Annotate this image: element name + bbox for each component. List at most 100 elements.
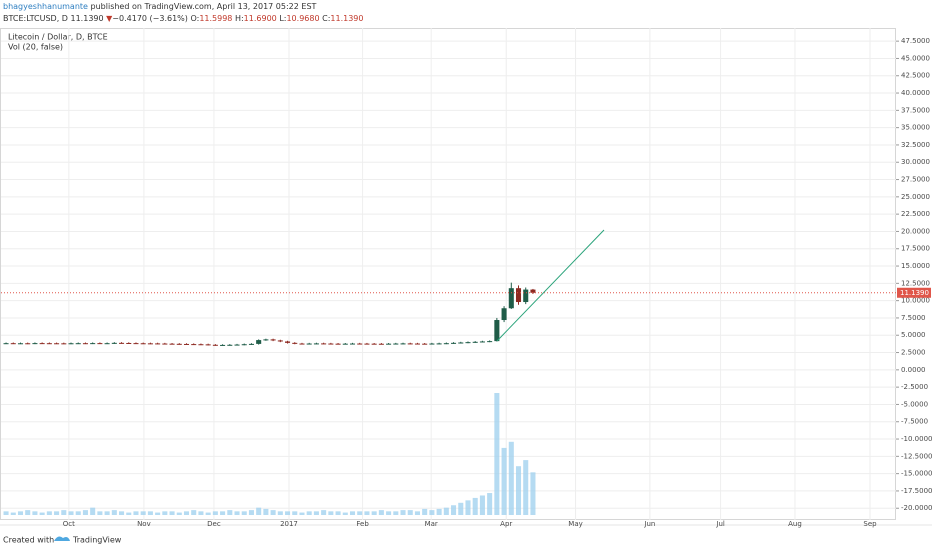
volume-bar — [17, 511, 24, 515]
candle-body — [39, 343, 45, 345]
footer-brand: TradingView — [72, 536, 122, 545]
y-tick-label: 37.5000 — [901, 106, 930, 114]
volume-bar — [10, 512, 16, 515]
candle-body — [32, 343, 38, 345]
y-tick-label: 7.5000 — [901, 314, 926, 322]
chart-title: Litecoin / Dollar, D, BTCE — [8, 33, 108, 42]
candle-body — [414, 343, 420, 345]
candle-body — [342, 343, 348, 345]
plot-frame — [0, 28, 896, 520]
candle-body — [299, 343, 305, 345]
volume-bar — [263, 508, 269, 515]
volume-bar — [321, 510, 327, 515]
candle-body — [313, 343, 319, 345]
candle-body — [61, 343, 67, 345]
volume-bar — [349, 511, 356, 515]
volume-bar — [46, 511, 52, 515]
arrow: ▼ — [106, 14, 113, 23]
candle-body — [111, 342, 117, 344]
x-tick-label: Mar — [425, 520, 438, 528]
volume-bar — [378, 510, 384, 515]
candle-body — [364, 343, 370, 345]
o-label: O: — [190, 14, 199, 23]
x-tick-label: Dec — [207, 520, 221, 528]
candle-body — [378, 343, 384, 345]
volume-bar — [256, 507, 262, 515]
candle-body — [487, 341, 493, 343]
volume-bar — [487, 493, 493, 515]
candle-body — [530, 289, 536, 293]
candle-body — [285, 341, 291, 343]
candle-body — [515, 288, 522, 303]
volume-bar — [479, 495, 485, 515]
x-tick-label: Nov — [137, 520, 151, 528]
volume-bar — [162, 511, 168, 515]
volume-bar — [465, 500, 471, 515]
volume-bar — [335, 511, 341, 515]
y-tick-label: -17.5000 — [901, 487, 932, 495]
y-tick-label: 10.0000 — [901, 297, 930, 305]
y-tick-label: 2.5000 — [901, 349, 926, 357]
volume-bar — [205, 512, 211, 515]
candle-body — [321, 343, 327, 345]
candle-body — [169, 343, 175, 345]
volume-bar — [133, 511, 139, 515]
volume-bar — [183, 511, 190, 515]
y-tick-label: 25.0000 — [901, 193, 930, 201]
candle-body — [386, 343, 392, 345]
volume-bar — [393, 511, 399, 515]
candle-body — [292, 342, 298, 344]
y-tick-label: 27.5000 — [901, 176, 930, 184]
volume-bar — [97, 511, 103, 515]
candle-body — [176, 343, 182, 345]
candle-body — [451, 342, 457, 344]
y-tick-label: -15.0000 — [901, 470, 932, 478]
candle-body — [494, 320, 500, 342]
y-tick-label: 15.0000 — [901, 262, 930, 270]
volume-bar — [241, 511, 247, 515]
author: bhagyeshhanumante — [3, 2, 88, 11]
candle-body — [97, 343, 103, 345]
candle-body — [357, 343, 363, 345]
candle-body — [508, 288, 514, 309]
x-tick-label: Feb — [356, 520, 369, 528]
change: −0.4170 (−3.61%) — [112, 14, 188, 23]
y-tick-label: 47.5000 — [901, 37, 930, 45]
candle-body — [407, 343, 413, 345]
candle-body — [263, 339, 269, 341]
volume-bar — [82, 510, 88, 515]
volume-bar — [364, 511, 370, 515]
volume-bar — [169, 511, 175, 515]
candle-body — [436, 343, 442, 345]
candle-body — [479, 341, 485, 343]
volume-bar — [443, 507, 449, 515]
y-tick-label: 20.0000 — [901, 227, 930, 235]
candle-body — [458, 342, 464, 344]
candle-body — [443, 343, 449, 345]
last-price-label: 11.1390 — [900, 289, 929, 297]
volume-bar — [313, 511, 319, 515]
c-label: C: — [322, 14, 330, 23]
y-tick-label: 40.0000 — [901, 89, 930, 97]
volume-bar — [198, 511, 204, 515]
volume-bar — [39, 512, 45, 515]
x-tick-label: Jun — [643, 520, 655, 528]
y-tick-label: 32.5000 — [901, 141, 930, 149]
volume-bar — [54, 511, 60, 515]
volume-bar — [400, 510, 406, 515]
volume-bar — [111, 510, 117, 515]
volume-bar — [328, 511, 334, 515]
y-tick-label: 35.0000 — [901, 124, 930, 132]
candle-body — [212, 344, 218, 346]
x-tick-label: Sep — [863, 520, 877, 528]
candle-body — [183, 343, 190, 345]
y-tick-label: -5.0000 — [901, 400, 928, 408]
y-tick-label: 12.5000 — [901, 279, 930, 287]
volume-bar — [472, 497, 478, 515]
candle-body — [90, 343, 96, 345]
y-tick-label: 22.5000 — [901, 210, 930, 218]
candle-body — [162, 343, 168, 345]
volume-bar — [248, 510, 254, 515]
